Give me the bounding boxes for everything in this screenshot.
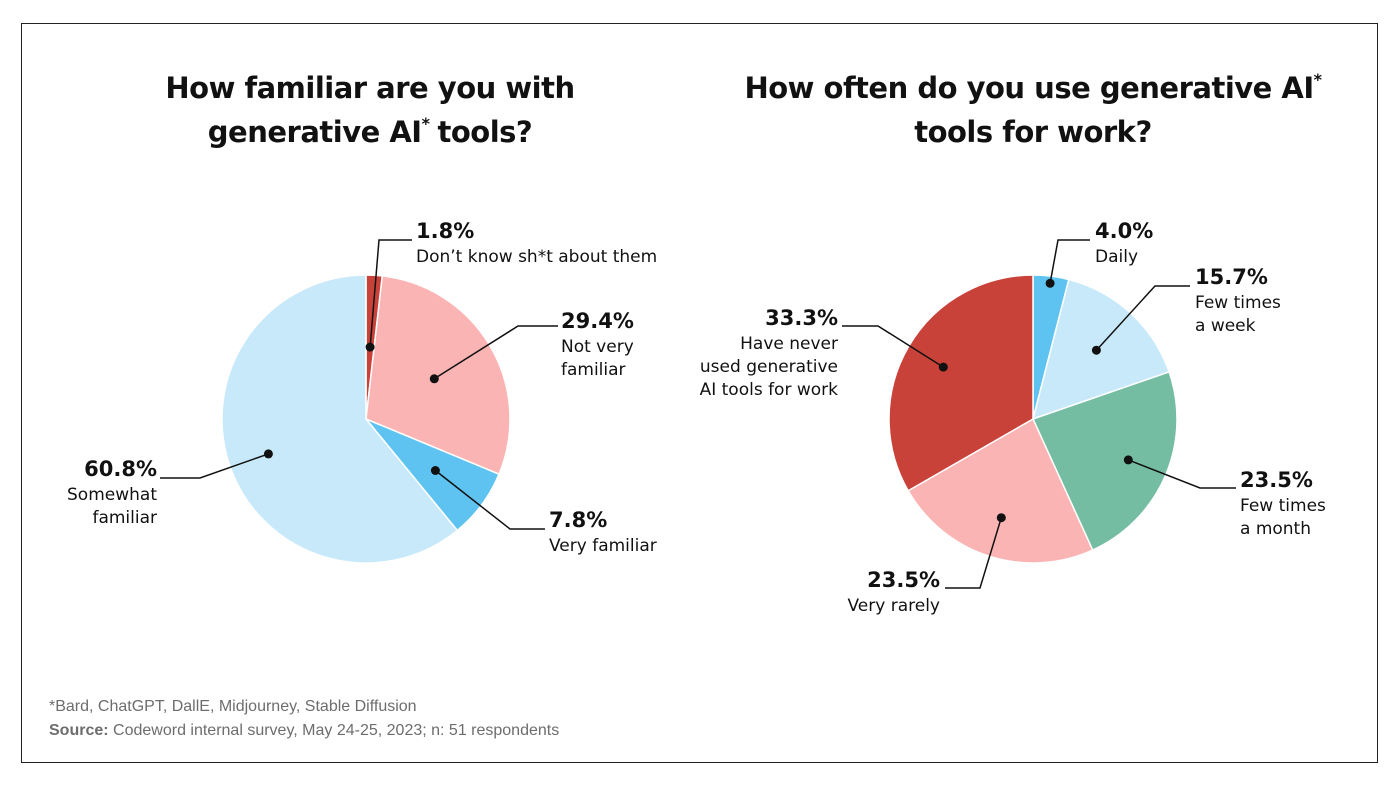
chart2-category-label-2: Few times [1195,293,1281,313]
chart2-percent-label-3: 23.5% [1240,468,1313,492]
chart1-leader-line-2 [433,325,558,380]
chart2-slice-3 [1031,370,1178,552]
chart2-category-label-5: used generative [700,357,838,377]
chart1-slice-2 [365,275,511,476]
chart1-category-label-4: familiar [92,508,157,528]
chart1-category-label-3: Very familiar [549,536,657,556]
chart2-leader-dot-2 [1091,345,1101,355]
chart2-percent-label-2: 15.7% [1195,265,1268,289]
chart2-leader-line-5 [842,325,944,368]
chart1-percent-label-1: 1.8% [416,219,474,243]
chart2-category-label-5: AI tools for work [700,380,839,400]
chart1-title-line1: How familiar are you with [165,71,574,105]
chart2-category-label-1: Daily [1095,247,1138,267]
chart1-leader-dot-4 [263,449,273,459]
source-text: Codeword internal survey, May 24-25, 202… [113,722,560,739]
chart1-category-label-2: familiar [561,360,626,380]
chart1-category-label-2: Not very [561,337,634,357]
chart2-category-label-2: a week [1195,316,1256,336]
chart1-leader-line-4 [160,453,269,479]
chart2-category-label-4: Very rarely [848,596,941,616]
chart2-percent-label-5: 33.3% [765,306,838,330]
chart2-leader-line-4 [945,517,1003,589]
chart-frame [21,23,1378,763]
chart1-title-line2: generative AI* tools? [208,114,532,149]
chart1-category-label-4: Somewhat [67,485,157,505]
chart2-category-label-3: a month [1240,519,1311,539]
chart2-leader-dot-4 [996,513,1006,523]
chart1-leader-dot-2 [429,374,439,384]
chart1-leader-dot-1 [365,342,375,352]
chart1-leader-dot-3 [430,466,440,475]
pie-chart-usage-frequency: 4.0% Daily 15.7% Few times a week 23.5% Few ti… [700,219,1326,616]
chart2-title-line1: How often do you use generative AI* [744,70,1322,105]
chart2-category-label-5: Have never [740,334,838,354]
chart2-leader-dot-5 [938,362,948,372]
chart2-leader-dot-3 [1123,455,1133,465]
chart1-percent-label-3: 7.8% [549,508,607,532]
pie-chart-familiarity: 1.8% Don’t know sh*t about them 29.4% Not v… [67,219,657,564]
chart2-category-label-3: Few times [1240,496,1326,516]
chart2-leader-line-3 [1128,459,1236,489]
chart2-title-line2: tools for work? [914,115,1152,149]
source-label: Source: [49,722,109,739]
chart2-leader-line-2 [1095,285,1190,351]
chart1-percent-label-4: 60.8% [84,457,157,481]
chart1-percent-label-2: 29.4% [561,309,634,333]
footnote-tools: *Bard, ChatGPT, DallE, Midjourney, Stabl… [49,698,417,715]
chart1-leader-line-3 [434,469,545,530]
chart2-leader-dot-1 [1045,278,1055,288]
chart2-slice-5 [888,274,1034,492]
chart1-leader-line-1 [369,239,412,348]
chart2-percent-label-4: 23.5% [867,568,940,592]
chart1-category-label-1: Don’t know sh*t about them [416,247,657,267]
chart2-leader-line-1 [1049,239,1090,284]
chart2-percent-label-1: 4.0% [1095,219,1153,243]
footnote-source: Source: Codeword internal survey, May 24… [49,722,559,740]
